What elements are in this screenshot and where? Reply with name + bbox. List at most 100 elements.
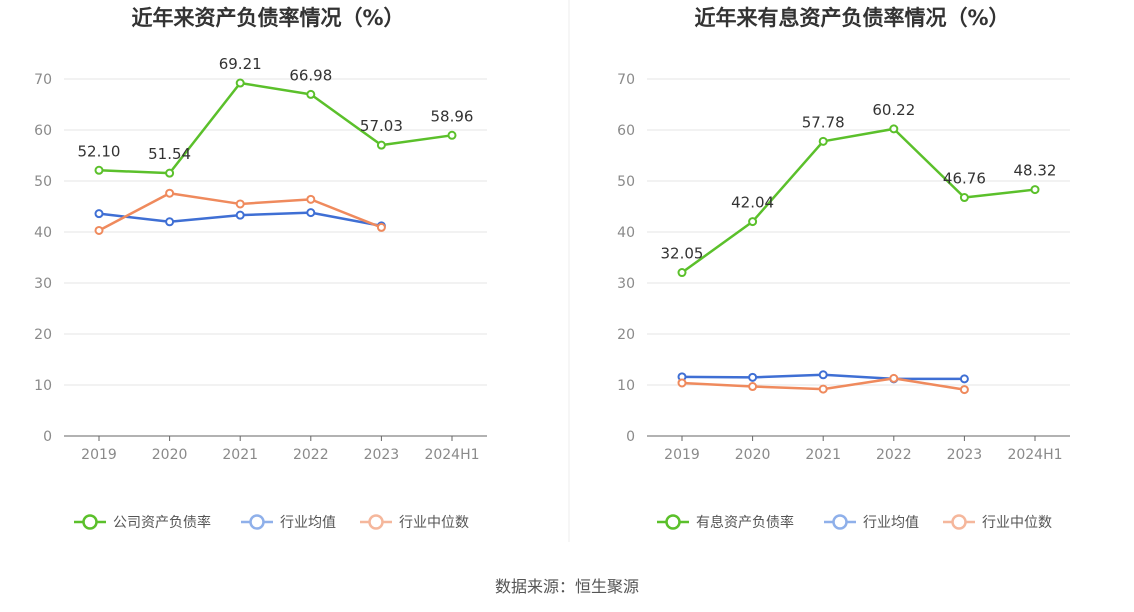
y-grid xyxy=(647,78,1070,386)
x-tick-label: 2019 xyxy=(81,447,117,463)
data-point[interactable] xyxy=(235,210,245,220)
y-tick-label: 30 xyxy=(617,276,635,292)
data-point[interactable] xyxy=(889,373,899,383)
y-tick-label: 60 xyxy=(34,123,52,139)
data-label: 51.54 xyxy=(148,145,191,163)
data-point[interactable] xyxy=(376,222,386,232)
legend-item-company[interactable]: 公司资产负债率 xyxy=(74,514,211,531)
chart-interest-bearing-debt-ratio: 近年来有息资产负债率情况（%） 0 10 20 30 40 50 60 70 2019 2020… xyxy=(617,6,1070,531)
x-tick-label: 2023 xyxy=(947,447,983,463)
x-tick-label: 2024H1 xyxy=(1007,447,1062,463)
legend-label: 行业均值 xyxy=(863,515,919,531)
data-point[interactable] xyxy=(818,384,828,394)
data-label: 42.04 xyxy=(731,194,774,212)
legend-marker-icon xyxy=(82,514,98,530)
legend: 公司资产负债率 行业均值 行业中位数 xyxy=(74,514,469,531)
data-point[interactable] xyxy=(165,168,175,178)
y-tick-label: 0 xyxy=(43,429,52,445)
legend-label: 有息资产负债率 xyxy=(696,514,794,531)
data-point[interactable] xyxy=(306,208,316,218)
data-point[interactable] xyxy=(94,209,104,219)
legend-marker-icon xyxy=(368,514,384,530)
data-label: 52.10 xyxy=(78,142,121,160)
chart-title: 近年来资产负债率情况（%） xyxy=(131,6,404,30)
data-labels: 52.10 51.54 69.21 66.98 57.03 58.96 xyxy=(78,55,474,163)
y-axis-ticks: 0 10 20 30 40 50 60 70 xyxy=(34,72,52,445)
legend-label: 行业中位数 xyxy=(399,515,469,531)
x-tick-label: 2022 xyxy=(293,447,329,463)
y-axis-ticks: 0 10 20 30 40 50 60 70 xyxy=(617,72,635,445)
data-label: 57.03 xyxy=(360,117,403,135)
data-point[interactable] xyxy=(447,130,457,140)
data-point[interactable] xyxy=(165,217,175,227)
legend-marker-icon xyxy=(832,514,848,530)
x-tick-label: 2019 xyxy=(664,447,700,463)
data-point[interactable] xyxy=(677,378,687,388)
data-point[interactable] xyxy=(677,268,687,278)
data-label: 58.96 xyxy=(431,107,474,125)
legend-item-industry-median[interactable]: 行业中位数 xyxy=(360,514,469,531)
data-labels: 32.05 42.04 57.78 60.22 46.76 48.32 xyxy=(661,101,1057,263)
data-label: 60.22 xyxy=(872,101,915,119)
data-point[interactable] xyxy=(959,374,969,384)
x-tick-label: 2021 xyxy=(222,447,258,463)
legend-item-industry-average[interactable]: 行业均值 xyxy=(241,514,336,531)
y-tick-label: 70 xyxy=(34,72,52,88)
x-tick-label: 2024H1 xyxy=(424,447,479,463)
series-layer xyxy=(677,124,1040,395)
series-layer xyxy=(94,78,457,235)
y-tick-label: 30 xyxy=(34,276,52,292)
data-label: 69.21 xyxy=(219,55,262,73)
data-label: 46.76 xyxy=(943,170,986,188)
x-tick-label: 2023 xyxy=(364,447,400,463)
legend-marker-icon xyxy=(249,514,265,530)
x-tick-label: 2022 xyxy=(876,447,912,463)
data-point[interactable] xyxy=(165,188,175,198)
data-point[interactable] xyxy=(1030,185,1040,195)
legend-item-industry-average[interactable]: 行业均值 xyxy=(824,514,919,531)
data-point[interactable] xyxy=(306,89,316,99)
data-point[interactable] xyxy=(959,385,969,395)
data-point[interactable] xyxy=(748,217,758,227)
y-grid xyxy=(64,78,487,386)
y-tick-label: 10 xyxy=(34,378,52,394)
data-label: 48.32 xyxy=(1014,162,1057,180)
legend-label: 公司资产负债率 xyxy=(113,514,211,531)
legend-label: 行业均值 xyxy=(280,515,336,531)
legend-item-company[interactable]: 有息资产负债率 xyxy=(657,514,794,531)
data-label: 57.78 xyxy=(802,113,845,131)
data-point[interactable] xyxy=(376,140,386,150)
y-tick-label: 40 xyxy=(617,225,635,241)
y-tick-label: 20 xyxy=(34,327,52,343)
data-point[interactable] xyxy=(94,225,104,235)
data-point[interactable] xyxy=(235,78,245,88)
legend-item-industry-median[interactable]: 行业中位数 xyxy=(943,514,1052,531)
x-axis: 2019 2020 2021 2022 2023 2024H1 xyxy=(64,435,487,463)
y-tick-label: 50 xyxy=(34,174,52,190)
x-tick-label: 2020 xyxy=(152,447,188,463)
data-point[interactable] xyxy=(889,124,899,134)
series-line xyxy=(681,127,1036,274)
data-source-note: 数据来源：恒生聚源 xyxy=(495,577,639,596)
y-tick-label: 60 xyxy=(617,123,635,139)
x-tick-label: 2020 xyxy=(735,447,771,463)
data-label: 66.98 xyxy=(289,66,332,84)
y-tick-label: 0 xyxy=(626,429,635,445)
data-point[interactable] xyxy=(306,194,316,204)
legend-marker-icon xyxy=(665,514,681,530)
data-point[interactable] xyxy=(959,193,969,203)
x-axis: 2019 2020 2021 2022 2023 2024H1 xyxy=(647,435,1070,463)
data-point[interactable] xyxy=(94,165,104,175)
series-line xyxy=(98,81,453,175)
data-point[interactable] xyxy=(818,136,828,146)
data-point[interactable] xyxy=(748,382,758,392)
data-point[interactable] xyxy=(818,370,828,380)
data-point[interactable] xyxy=(748,372,758,382)
x-tick-label: 2021 xyxy=(805,447,841,463)
legend-label: 行业中位数 xyxy=(982,515,1052,531)
chart-title: 近年来有息资产负债率情况（%） xyxy=(694,6,1009,30)
data-point[interactable] xyxy=(235,199,245,209)
y-tick-label: 40 xyxy=(34,225,52,241)
